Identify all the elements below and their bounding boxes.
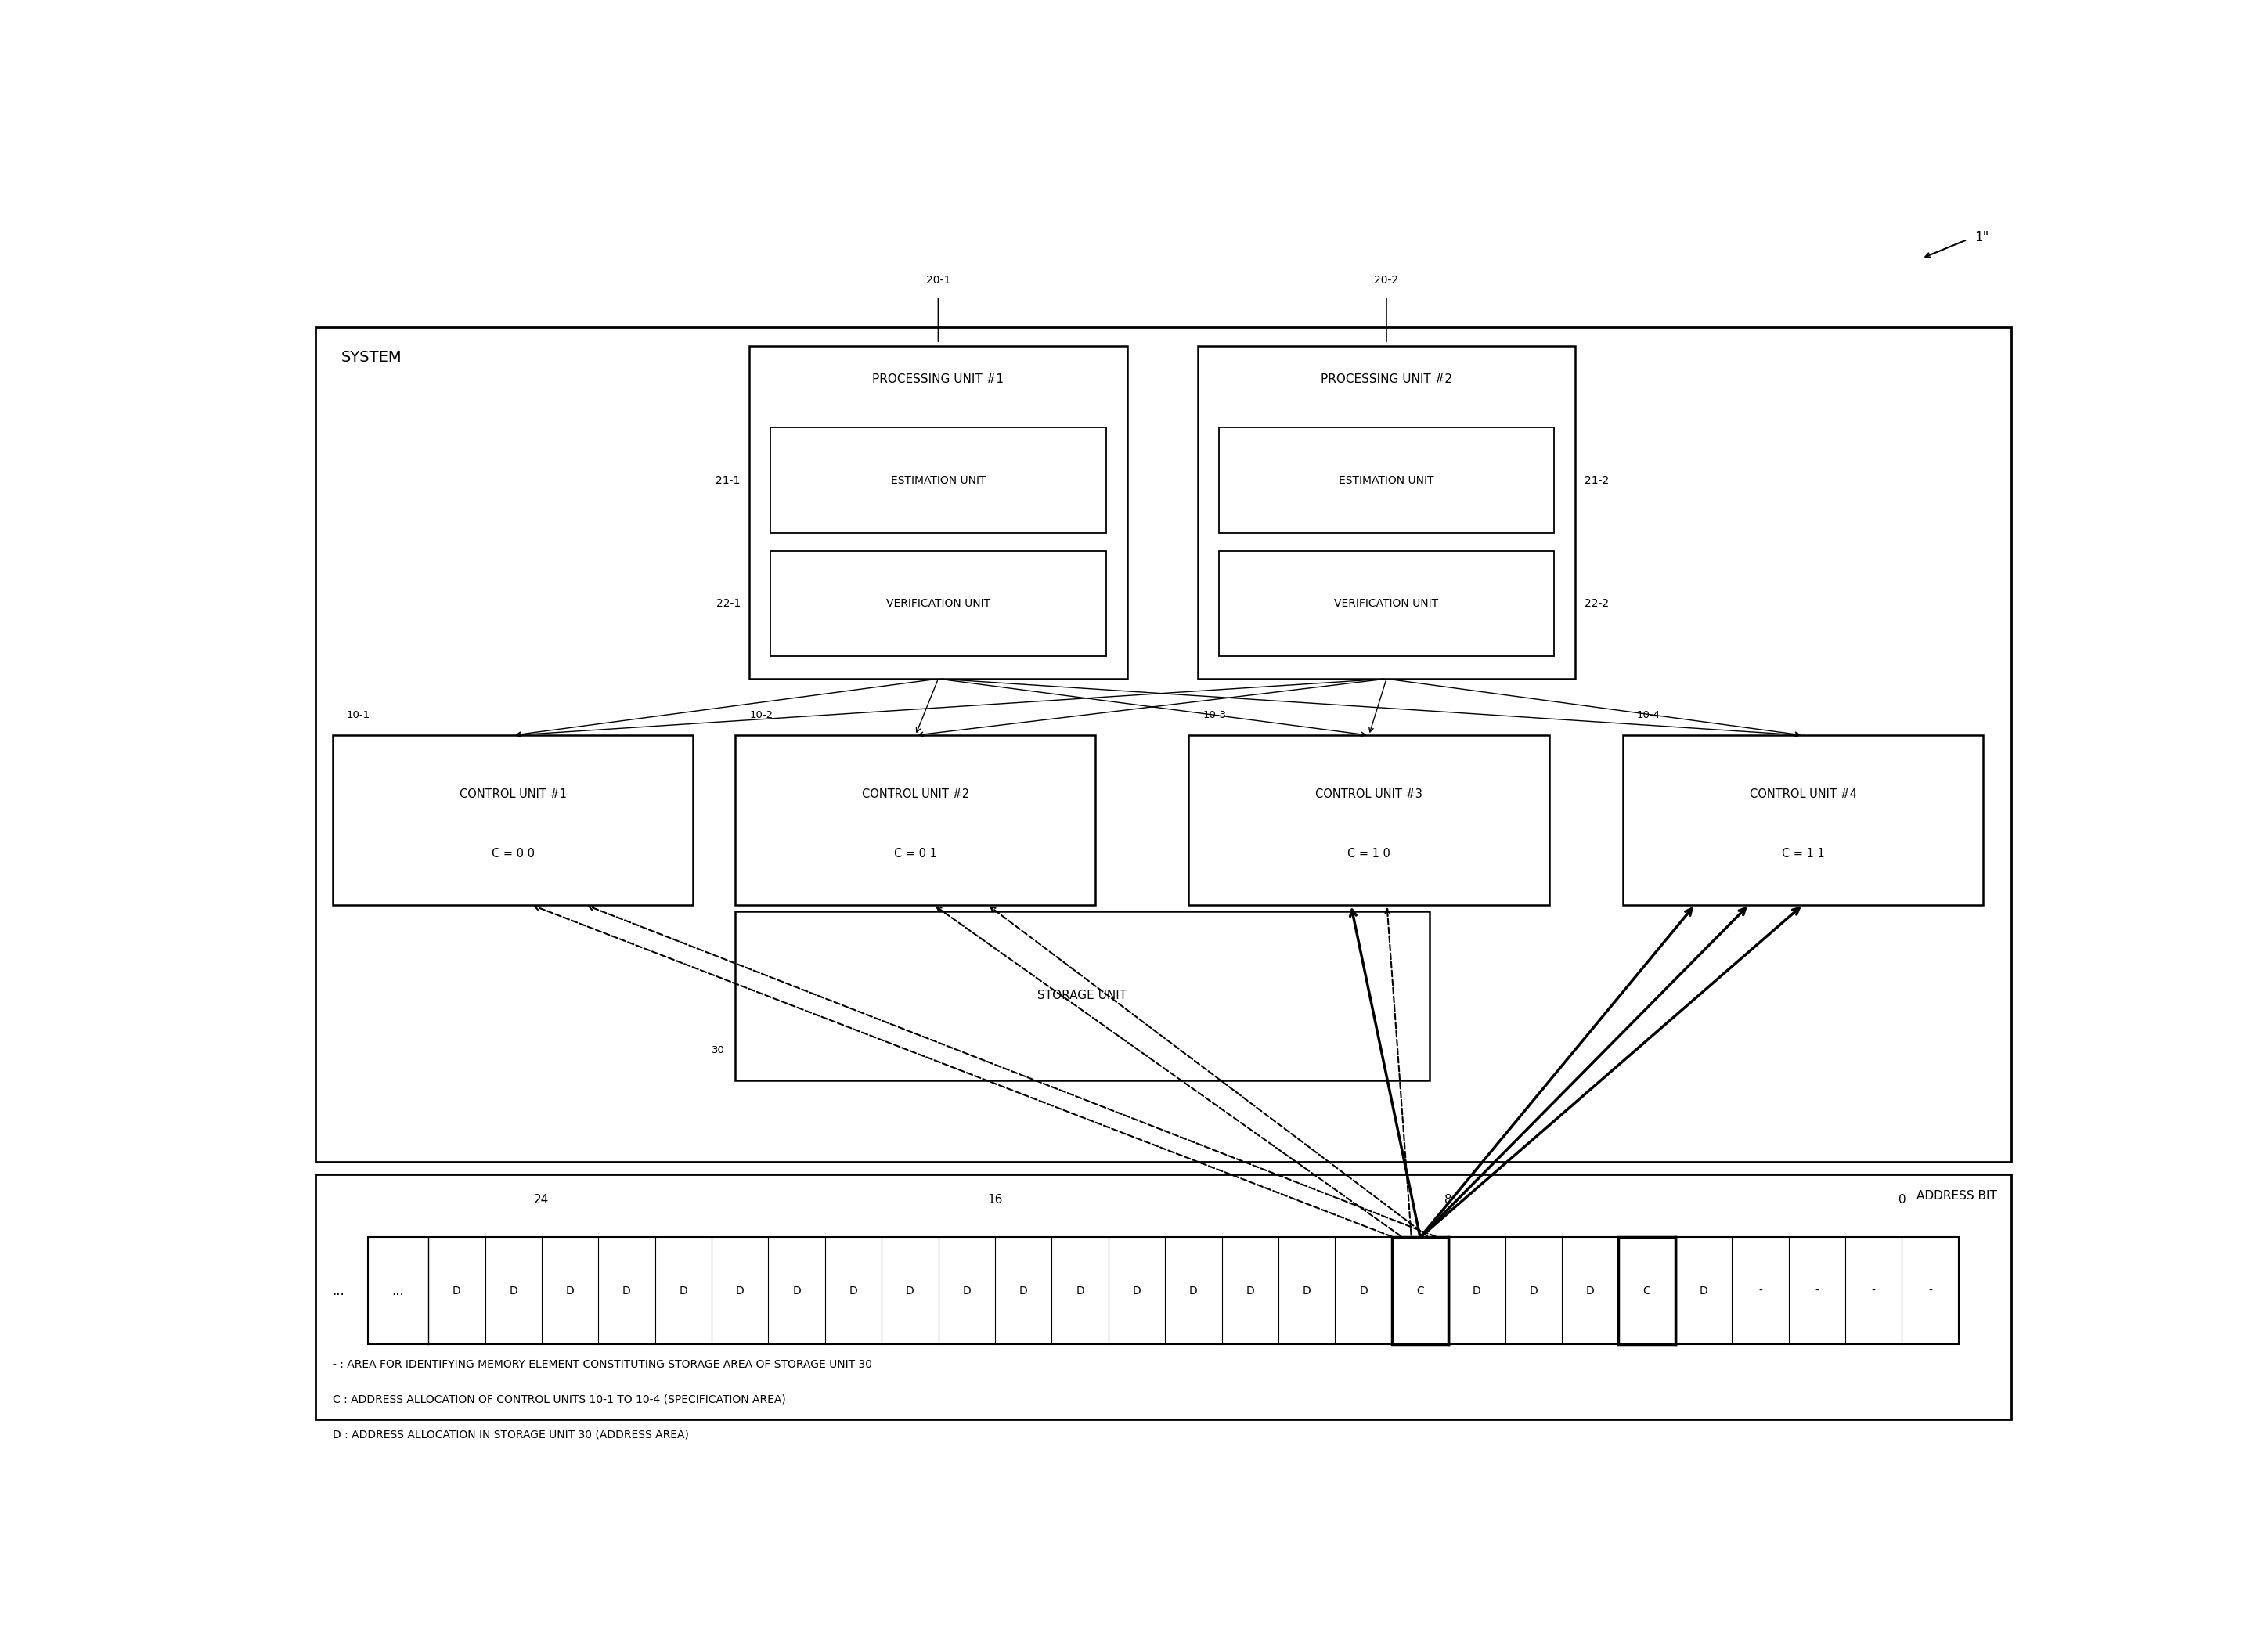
Text: VERIFICATION UNIT: VERIFICATION UNIT [887,598,991,610]
Text: D: D [1585,1284,1594,1296]
Bar [735,735,1095,905]
Text: 16: 16 [987,1195,1002,1206]
Text: 10-2: 10-2 [748,711,773,720]
Text: 22-2: 22-2 [1583,598,1608,610]
Text: D: D [962,1284,971,1296]
Text: SYSTEM: SYSTEM [342,350,401,365]
Text: CONTROL UNIT #1: CONTROL UNIT #1 [458,789,567,800]
Text: D: D [1529,1284,1538,1296]
Text: C = 0 1: C = 0 1 [894,848,937,859]
Bar [315,328,2012,1162]
Text: D: D [1132,1284,1141,1296]
Text: D : ADDRESS ALLOCATION IN STORAGE UNIT 30 (ADDRESS AREA): D : ADDRESS ALLOCATION IN STORAGE UNIT 3… [333,1430,689,1441]
Text: 24: 24 [535,1195,549,1206]
Text: D: D [1472,1284,1481,1296]
Text: 20-1: 20-1 [925,275,950,285]
Text: ESTIMATION UNIT: ESTIMATION UNIT [891,474,987,486]
Bar [1624,735,1982,905]
Text: D: D [905,1284,914,1296]
Bar [1198,346,1576,678]
Text: 8: 8 [1445,1195,1452,1206]
Text: ADDRESS BIT: ADDRESS BIT [1916,1190,1998,1201]
Text: -: - [1928,1284,1932,1296]
Bar [1393,1237,1449,1345]
Text: ...: ... [392,1284,404,1297]
Text: D: D [1302,1284,1311,1296]
Bar [1188,735,1549,905]
Bar [315,1175,2012,1420]
Text: D: D [678,1284,687,1296]
Text: D: D [1018,1284,1027,1296]
Text: 30: 30 [712,1045,726,1055]
Bar [748,346,1127,678]
Text: 21-2: 21-2 [1583,474,1608,486]
Text: C = 0 0: C = 0 0 [492,848,535,859]
Text: D: D [1699,1284,1708,1296]
Text: D: D [848,1284,857,1296]
Bar [1619,1237,1676,1345]
Text: VERIFICATION UNIT: VERIFICATION UNIT [1334,598,1438,610]
Text: 21-1: 21-1 [717,474,739,486]
Text: D: D [565,1284,574,1296]
Bar [1218,427,1554,533]
Text: 0: 0 [1898,1195,1905,1206]
Text: D: D [451,1284,460,1296]
Text: C = 1 1: C = 1 1 [1783,848,1823,859]
Text: - : AREA FOR IDENTIFYING MEMORY ELEMENT CONSTITUTING STORAGE AREA OF STORAGE UNI: - : AREA FOR IDENTIFYING MEMORY ELEMENT … [333,1359,873,1371]
Bar [735,911,1429,1081]
Text: 10-3: 10-3 [1202,711,1227,720]
Text: -: - [1871,1284,1876,1296]
Text: -: - [1814,1284,1819,1296]
Text: C : ADDRESS ALLOCATION OF CONTROL UNITS 10-1 TO 10-4 (SPECIFICATION AREA): C : ADDRESS ALLOCATION OF CONTROL UNITS … [333,1394,785,1405]
Bar [367,1237,1960,1345]
Text: CONTROL UNIT #4: CONTROL UNIT #4 [1749,789,1857,800]
Text: 10-1: 10-1 [347,711,370,720]
Text: CONTROL UNIT #3: CONTROL UNIT #3 [1315,789,1422,800]
Text: STORAGE UNIT: STORAGE UNIT [1039,989,1127,1001]
Text: D: D [735,1284,744,1296]
Text: 22-1: 22-1 [717,598,739,610]
Bar [771,427,1107,533]
Text: D: D [508,1284,517,1296]
Bar [333,735,694,905]
Bar [1218,551,1554,657]
Text: D: D [621,1284,631,1296]
Text: D: D [1245,1284,1254,1296]
Text: ESTIMATION UNIT: ESTIMATION UNIT [1338,474,1433,486]
Text: D: D [792,1284,801,1296]
Text: CONTROL UNIT #2: CONTROL UNIT #2 [862,789,968,800]
Text: -: - [1758,1284,1762,1296]
Text: PROCESSING UNIT #2: PROCESSING UNIT #2 [1320,373,1452,386]
Text: 1": 1" [1975,230,1989,244]
Text: C = 1 0: C = 1 0 [1347,848,1390,859]
Text: ...: ... [331,1284,345,1297]
Text: D: D [1075,1284,1084,1296]
Text: D: D [1188,1284,1198,1296]
Text: C: C [1415,1284,1424,1296]
Text: D: D [1359,1284,1368,1296]
Text: PROCESSING UNIT #1: PROCESSING UNIT #1 [873,373,1005,386]
Text: 10-4: 10-4 [1637,711,1660,720]
Text: 20-2: 20-2 [1374,275,1399,285]
Text: C: C [1642,1284,1651,1296]
Bar [771,551,1107,657]
